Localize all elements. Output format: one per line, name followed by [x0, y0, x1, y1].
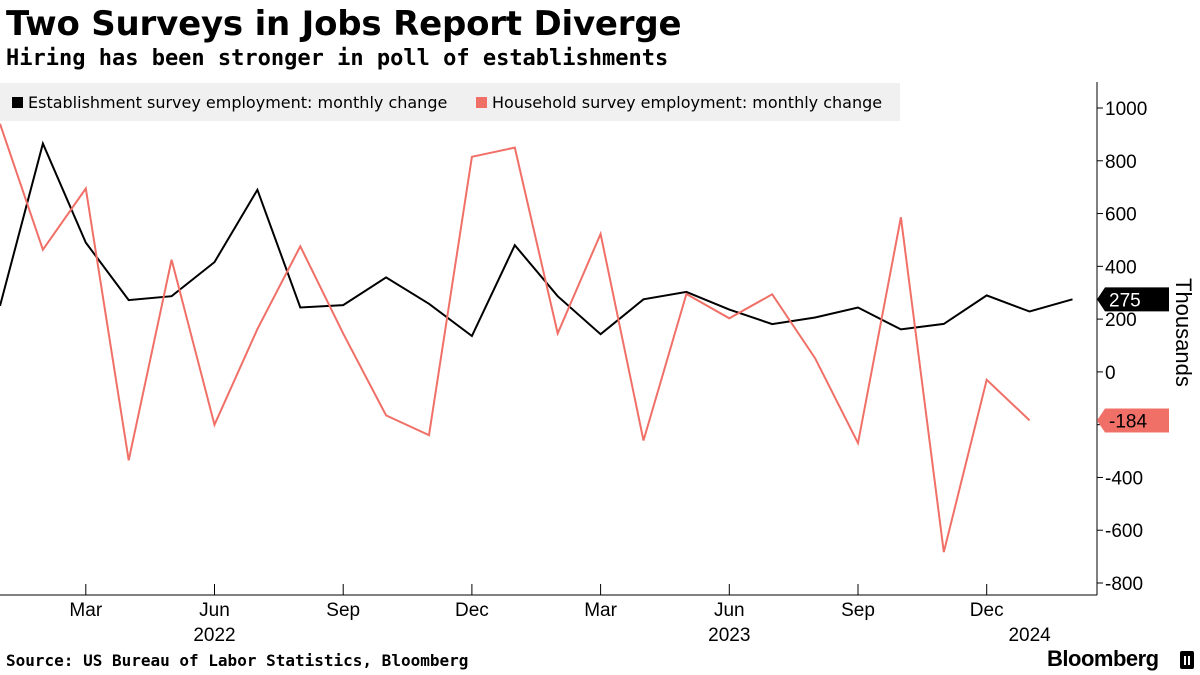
x-year-label: 2022 [193, 625, 235, 646]
household-series-line [0, 123, 1031, 553]
household-end-label-bg [1097, 408, 1169, 433]
y-tick-label: -600 [1105, 521, 1143, 542]
bloomberg-terminal-icon [1180, 651, 1194, 669]
y-tick-label: -800 [1105, 574, 1143, 595]
y-tick-label: 400 [1105, 257, 1137, 278]
legend-swatch-household [476, 96, 487, 108]
y-tick-label: 200 [1105, 310, 1137, 331]
x-tick-label: Sep [841, 600, 875, 621]
chart-subtitle: Hiring has been stronger in poll of esta… [6, 46, 669, 71]
x-tick-label: Jun [199, 600, 230, 621]
x-year-label: 2024 [1008, 625, 1051, 646]
x-tick-label: Jun [714, 600, 745, 621]
x-tick-label: Dec [970, 600, 1004, 621]
y-tick-label: 600 [1105, 205, 1137, 226]
y-tick-label: 1000 [1105, 99, 1147, 120]
y-axis-title: Thousands [1171, 278, 1196, 387]
legend: Establishment survey employment: monthly… [0, 83, 900, 121]
x-tick-label: Sep [326, 600, 360, 621]
y-tick-label: 0 [1105, 363, 1116, 384]
legend-item-household: Household survey employment: monthly cha… [476, 83, 882, 121]
legend-item-establishment: Establishment survey employment: monthly… [12, 83, 447, 121]
legend-swatch-establishment [12, 96, 23, 108]
legend-label-household: Household survey employment: monthly cha… [492, 92, 883, 112]
establishment-end-label-bg [1097, 287, 1169, 312]
bloomberg-logo: Bloomberg [1047, 646, 1159, 671]
establishment-end-label: 275 [1109, 290, 1141, 311]
x-tick-label: Mar [69, 600, 102, 621]
legend-label-establishment: Establishment survey employment: monthly… [28, 92, 448, 112]
y-tick-label: 800 [1105, 152, 1137, 173]
household-end-label: -184 [1109, 411, 1147, 432]
source-note: Source: US Bureau of Labor Statistics, B… [6, 651, 469, 670]
x-year-label: 2023 [708, 625, 750, 646]
x-tick-label: Dec [455, 600, 489, 621]
chart-title: Two Surveys in Jobs Report Diverge [6, 4, 682, 44]
y-tick-label: -400 [1105, 468, 1143, 489]
x-tick-label: Mar [584, 600, 617, 621]
